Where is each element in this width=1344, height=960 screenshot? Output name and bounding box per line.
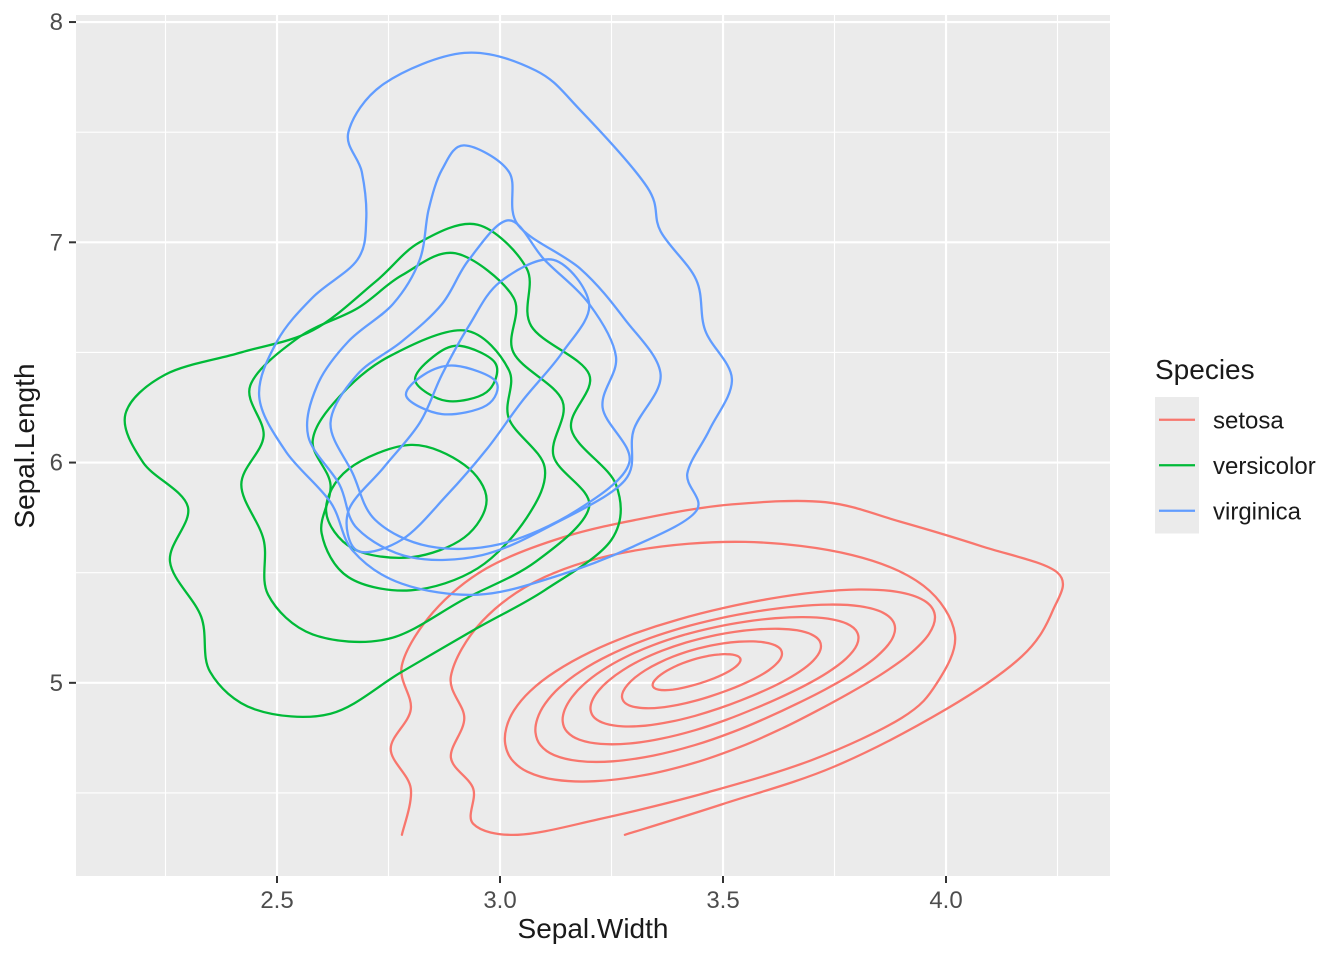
legend-entry-virginica: virginica [1155, 488, 1302, 534]
contour-path-virginica [258, 51, 734, 597]
legend: Species setosa versicolor virginica [1155, 354, 1316, 534]
contour-path-virginica [305, 144, 662, 562]
grid-minor-lines [76, 15, 1110, 876]
x-tick-label: 2.5 [260, 887, 293, 914]
contour-lines [123, 51, 1065, 836]
x-axis-title: Sepal.Width [518, 913, 669, 944]
legend-entries: setosa versicolor virginica [1155, 397, 1316, 534]
contour-group-versicolor [123, 222, 622, 718]
x-tick-label: 3.0 [483, 887, 516, 914]
contour-path-setosa [389, 499, 1065, 836]
y-tick-label: 6 [50, 450, 63, 477]
legend-label: setosa [1213, 407, 1284, 434]
contour-path-setosa [620, 640, 784, 710]
panel-background [76, 15, 1110, 876]
contour-path-setosa [449, 540, 957, 836]
y-tick-label: 5 [50, 670, 63, 697]
legend-label: versicolor [1213, 453, 1316, 480]
contour-path-virginica [345, 258, 591, 554]
contour-path-versicolor [123, 222, 622, 718]
x-axis-tick-labels: 2.5 3.0 3.5 4.0 [260, 887, 962, 914]
grid-major-lines [76, 15, 1110, 876]
y-tick-label: 7 [50, 229, 63, 256]
contour-path-setosa [651, 653, 742, 692]
contour-group-virginica [258, 51, 734, 597]
legend-entry-versicolor: versicolor [1155, 442, 1316, 488]
y-axis-title: Sepal.Length [9, 363, 40, 528]
y-tick-label: 8 [50, 9, 63, 36]
contour-path-versicolor [413, 344, 499, 403]
contour-group-setosa [389, 499, 1065, 836]
axis-tick-marks [69, 21, 948, 883]
contour-path-setosa [589, 627, 823, 728]
x-tick-label: 3.5 [706, 887, 739, 914]
contour-path-virginica [329, 219, 631, 551]
contour-path-setosa [534, 603, 897, 764]
legend-title: Species [1155, 354, 1255, 385]
contour-path-versicolor [240, 251, 591, 644]
legend-label: virginica [1213, 498, 1302, 525]
contour-path-setosa [561, 615, 860, 746]
x-tick-label: 4.0 [929, 887, 962, 914]
y-axis-tick-labels: 8 7 6 5 [50, 9, 63, 697]
contour-path-setosa [503, 588, 937, 783]
contour-path-virginica [404, 364, 499, 416]
legend-entry-setosa: setosa [1155, 397, 1284, 443]
